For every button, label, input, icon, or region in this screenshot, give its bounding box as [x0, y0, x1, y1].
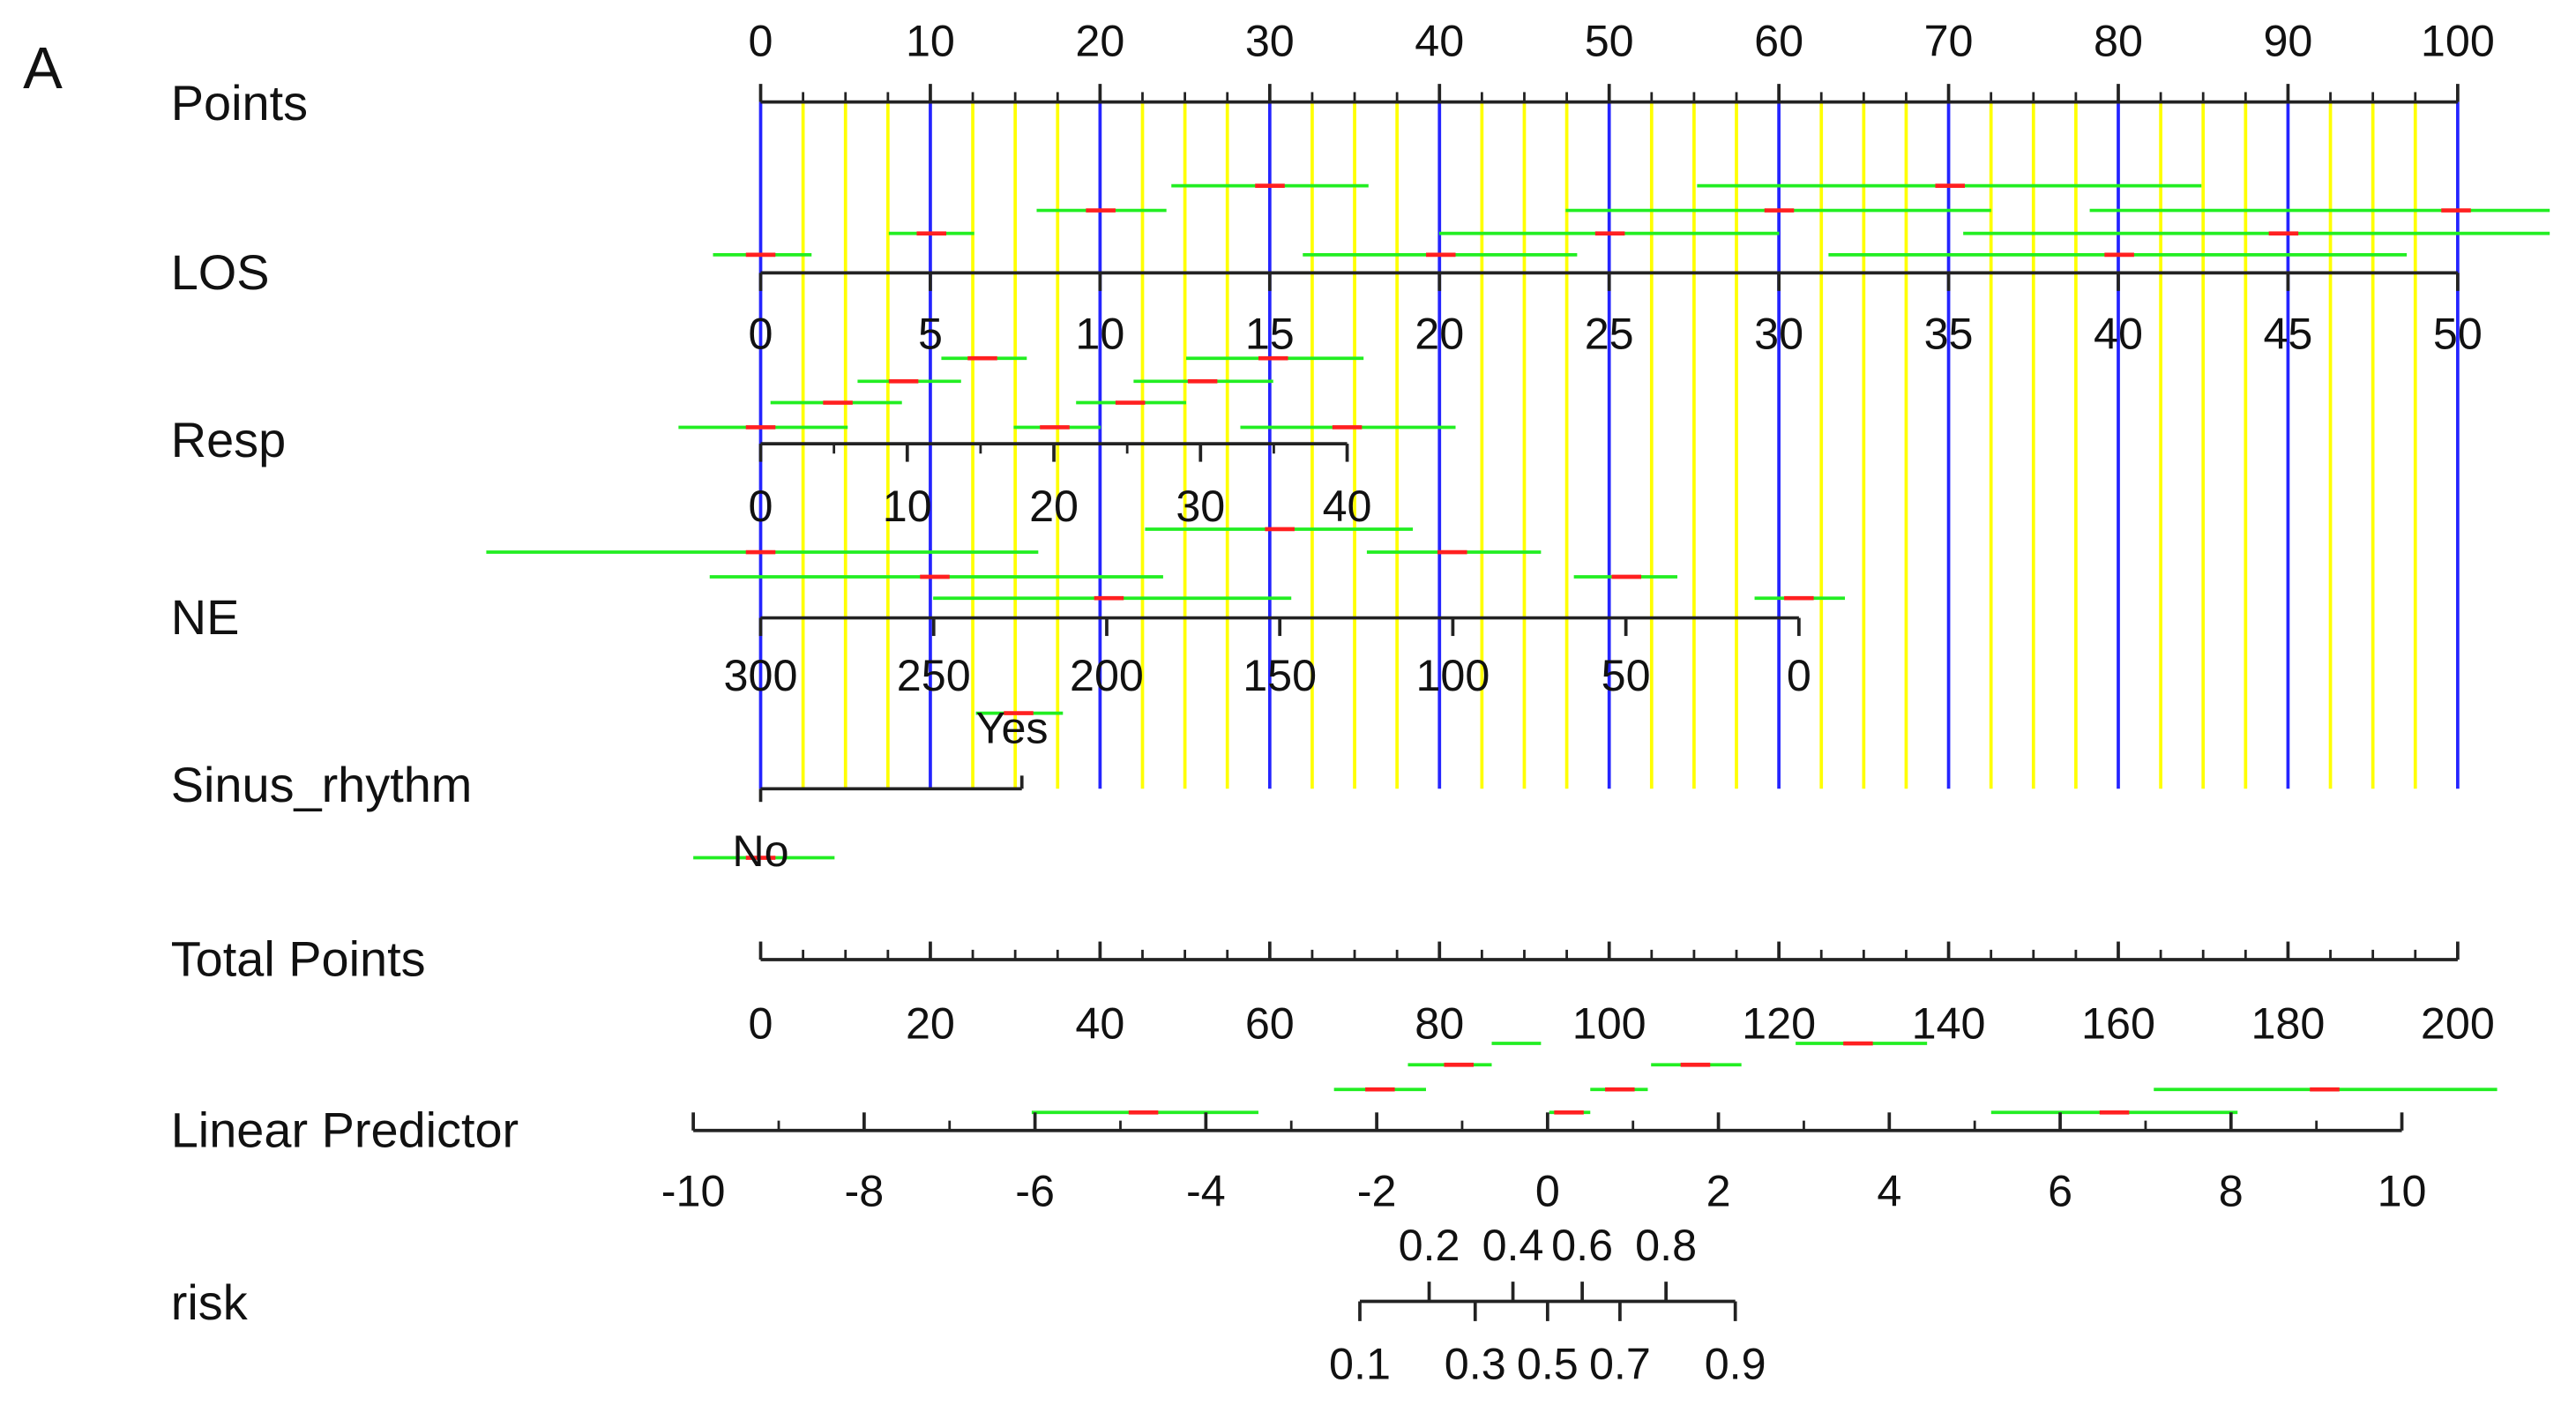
scale-name: Linear Predictor	[171, 1102, 519, 1157]
tick-label: 40	[2094, 308, 2143, 358]
scale-name: LOS	[171, 244, 270, 300]
tick-label: 0.3	[1445, 1338, 1506, 1388]
tick-label: 30	[1754, 308, 1803, 358]
scale-name: Total Points	[171, 931, 426, 987]
scale-name: Sinus_rhythm	[171, 757, 473, 812]
tick-label: 250	[897, 650, 971, 700]
tick-label: 50	[1602, 650, 1651, 700]
tick-label: 10	[883, 481, 932, 531]
tick-label: 0.9	[1705, 1338, 1766, 1388]
tick-label: 5	[918, 308, 943, 358]
tick-label: 200	[1070, 650, 1144, 700]
tick-label: 30	[1245, 16, 1295, 66]
tick-label: 40	[1415, 16, 1464, 66]
tick-label: 0.2	[1399, 1220, 1460, 1270]
tick-label: 100	[1415, 650, 1490, 700]
category-label: Yes	[976, 702, 1049, 752]
tick-label: 150	[1243, 650, 1317, 700]
tick-label: 140	[1912, 998, 1986, 1049]
tick-label: 6	[2048, 1166, 2072, 1216]
scale-name: Resp	[171, 412, 286, 467]
tick-label: 100	[1572, 998, 1646, 1049]
tick-label: 0.1	[1329, 1338, 1391, 1388]
scale-name: risk	[171, 1274, 249, 1330]
tick-label: 4	[1877, 1166, 1901, 1216]
tick-label: 2	[1706, 1166, 1731, 1216]
tick-label: 200	[2421, 998, 2495, 1049]
tick-label: 20	[1075, 16, 1124, 66]
tick-label: 60	[1754, 16, 1803, 66]
tick-label: 80	[1415, 998, 1464, 1049]
tick-label: -6	[1015, 1166, 1055, 1216]
tick-label: 0	[749, 16, 773, 66]
tick-label: 0	[749, 998, 773, 1049]
tick-label: 45	[2263, 308, 2312, 358]
tick-label: 60	[1245, 998, 1295, 1049]
tick-label: 90	[2263, 16, 2312, 66]
tick-label: -4	[1186, 1166, 1226, 1216]
scale-name: Points	[171, 75, 308, 131]
category-label: No	[732, 826, 788, 876]
tick-label: 50	[2433, 308, 2483, 358]
scale-name: NE	[171, 589, 240, 645]
tick-label: 0	[749, 308, 773, 358]
panel-label: A	[23, 35, 63, 101]
tick-label: 30	[1176, 481, 1225, 531]
tick-label: 0.7	[1589, 1338, 1651, 1388]
tick-label: 15	[1245, 308, 1295, 358]
tick-label: 0	[1787, 650, 1811, 700]
tick-label: 0	[749, 481, 773, 531]
tick-label: -10	[661, 1166, 726, 1216]
tick-label: 20	[906, 998, 955, 1049]
tick-label: 40	[1323, 481, 1372, 531]
tick-label: 10	[1075, 308, 1124, 358]
tick-label: 35	[1924, 308, 1974, 358]
tick-label: 0.8	[1635, 1220, 1697, 1270]
tick-label: 0.6	[1551, 1220, 1613, 1270]
tick-label: 0.5	[1517, 1338, 1579, 1388]
tick-label: -8	[845, 1166, 885, 1216]
tick-label: 10	[906, 16, 955, 66]
tick-label: 8	[2219, 1166, 2244, 1216]
tick-label: 300	[724, 650, 798, 700]
tick-label: 120	[1742, 998, 1816, 1049]
tick-label: 0.4	[1482, 1220, 1544, 1270]
tick-label: 100	[2421, 16, 2495, 66]
tick-label: 20	[1029, 481, 1079, 531]
tick-label: 50	[1585, 16, 1634, 66]
tick-label: 0	[1535, 1166, 1560, 1216]
tick-label: 40	[1075, 998, 1124, 1049]
tick-label: 10	[2378, 1166, 2427, 1216]
tick-label: -2	[1357, 1166, 1397, 1216]
tick-label: 70	[1924, 16, 1974, 66]
tick-label: 180	[2251, 998, 2325, 1049]
tick-label: 80	[2094, 16, 2143, 66]
tick-label: 160	[2081, 998, 2155, 1049]
tick-label: 20	[1415, 308, 1464, 358]
tick-label: 25	[1585, 308, 1634, 358]
